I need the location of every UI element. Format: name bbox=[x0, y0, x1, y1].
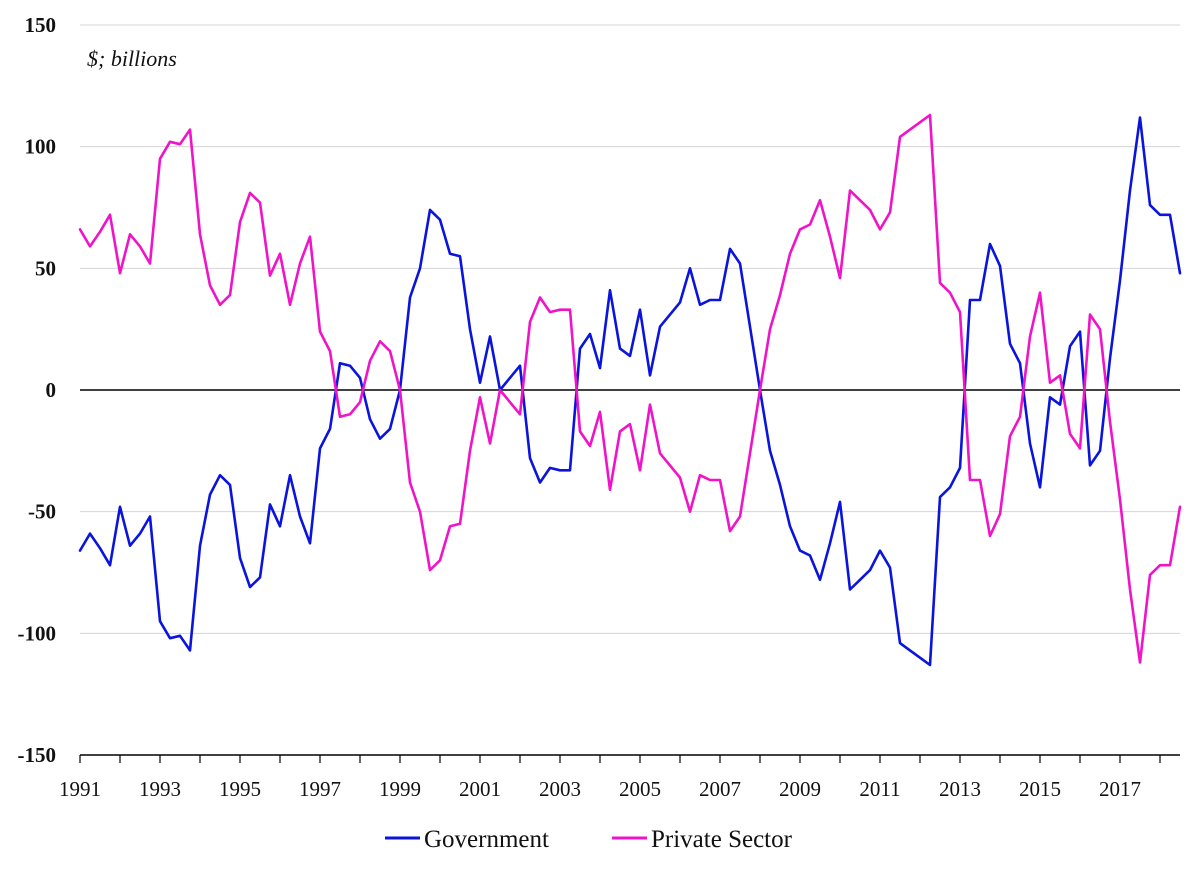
x-tick-label: 1995 bbox=[219, 777, 261, 801]
x-tick-label: 2011 bbox=[859, 777, 900, 801]
y-tick-label: -100 bbox=[18, 621, 57, 645]
x-tick-label: 1999 bbox=[379, 777, 421, 801]
x-tick-label: 1993 bbox=[139, 777, 181, 801]
y-axis-tick-labels: 150 100 50 0 -50 -100 -150 bbox=[18, 13, 57, 767]
series-lines bbox=[78, 113, 1182, 667]
x-tick-label: 2007 bbox=[699, 777, 741, 801]
x-axis: 1991 1993 1995 1997 1999 2001 2003 2005 2007 2009… bbox=[59, 754, 1180, 801]
x-tick-label: 2013 bbox=[939, 777, 981, 801]
x-tick-label: 1997 bbox=[299, 777, 341, 801]
legend-label: Private Sector bbox=[651, 826, 793, 853]
x-tick-label: 2001 bbox=[459, 777, 501, 801]
gridlines bbox=[80, 24, 1180, 634]
x-tick-label: 2003 bbox=[539, 777, 581, 801]
y-tick-label: 50 bbox=[35, 256, 56, 280]
unit-label: $; billions bbox=[87, 46, 177, 71]
x-tick-label: 2017 bbox=[1099, 777, 1141, 801]
y-tick-label: -50 bbox=[28, 500, 56, 524]
y-tick-label: 0 bbox=[46, 378, 57, 402]
x-tick-label: 2015 bbox=[1019, 777, 1061, 801]
y-tick-label: -150 bbox=[18, 743, 57, 767]
x-tick-label: 2009 bbox=[779, 777, 821, 801]
y-tick-label: 150 bbox=[25, 13, 57, 37]
x-tick-label: 2005 bbox=[619, 777, 661, 801]
series-line-private-sector bbox=[78, 113, 1182, 664]
series-line-government bbox=[78, 116, 1182, 667]
legend-label: Government bbox=[424, 826, 549, 853]
x-tick-label: 1991 bbox=[59, 777, 101, 801]
y-tick-label: 100 bbox=[25, 135, 57, 159]
legend: Government Private Sector bbox=[385, 826, 793, 853]
